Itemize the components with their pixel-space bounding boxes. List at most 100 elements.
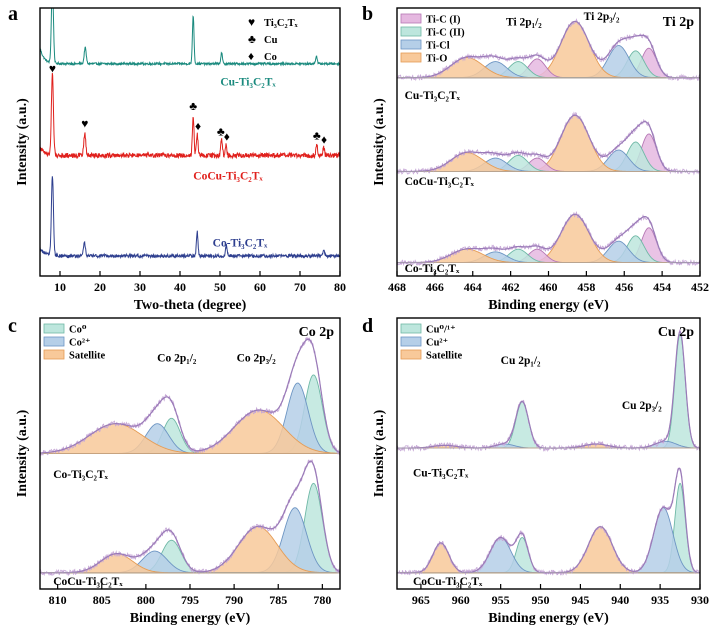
panel-c: c Co 2p 810 805 800 795 790 785 780 Binding energ… <box>8 315 341 626</box>
panel-label-b: b <box>362 3 373 25</box>
legend-label-d-1: Cu²⁺ <box>426 338 448 349</box>
legend-label-d-2: Satellite <box>426 351 462 362</box>
x-tick-label-c-6: 780 <box>313 593 331 607</box>
peak-marker-3: ♦ <box>195 119 201 133</box>
x-tick-label-a-0: 10 <box>54 280 66 294</box>
component-c-1-1 <box>40 507 340 574</box>
spectrum-label-c-1: CoCu-Ti₃C₂Tₓ <box>53 576 123 588</box>
y-axis-label-b: Intensity (a.u.) <box>372 98 387 186</box>
peak-marker-2: ♣ <box>189 99 197 113</box>
x-tick-label-d-6: 935 <box>651 593 669 607</box>
panel-title-d: Cu 2p <box>658 325 694 340</box>
x-tick-label-d-3: 950 <box>532 593 550 607</box>
x-tick-label-b-5: 458 <box>577 280 595 294</box>
legend-label-c-0: Co⁰ <box>69 325 87 336</box>
x-tick-label-d-5: 940 <box>611 593 629 607</box>
fit-envelope-c-1 <box>40 460 340 574</box>
x-tick-label-a-3: 40 <box>174 280 186 294</box>
x-tick-label-b-8: 452 <box>691 280 709 294</box>
spectrum-label-c-0: Co-Ti₃C₂Tₓ <box>53 469 108 481</box>
plot-area-b <box>397 18 700 267</box>
y-axis-label-a: Intensity (a.u.) <box>15 98 30 186</box>
spectrum-label-b-0: Cu-Ti₃C₂Tₓ <box>405 90 461 102</box>
x-axis-label-a: Two-theta (degree) <box>134 298 247 313</box>
x-tick-label-d-4: 945 <box>571 593 589 607</box>
panel-a: a 10 20 30 40 50 60 70 80 Two-theta (degree) Inten… <box>8 3 346 313</box>
legend-swatch-d-1 <box>400 336 422 347</box>
legend-swatch-b-1 <box>400 26 422 37</box>
axes-frame-a <box>39 7 341 277</box>
x-tick-label-a-4: 50 <box>214 280 226 294</box>
x-tick-label-b-0: 468 <box>388 280 406 294</box>
legend-symbol-2: ♦ <box>248 49 254 63</box>
panel-d: d Cu 2p 965 960 955 950 945 940 935 930 Binding en… <box>362 315 709 626</box>
legend-label-c-1: Co²⁺ <box>69 338 91 349</box>
legend-label-c-2: Satellite <box>69 351 105 362</box>
axes-frame-c <box>39 317 341 590</box>
series-line-2 <box>40 176 340 260</box>
peak-annotation-b-0: Ti 2p₁/₂ <box>506 16 542 28</box>
legend-swatch-c-0 <box>43 323 65 334</box>
peak-marker-7: ♦ <box>321 132 327 146</box>
x-tick-label-c-5: 785 <box>269 593 287 607</box>
peak-marker-5: ♦ <box>224 130 230 144</box>
peak-marker-1: ♥ <box>81 116 88 130</box>
legend-swatch-b-3 <box>400 52 422 63</box>
legend-label-b-3: Ti-O <box>426 54 447 65</box>
fit-envelope-c-0 <box>40 338 340 454</box>
x-tick-label-b-4: 460 <box>540 280 558 294</box>
plot-area-c <box>40 336 340 577</box>
x-tick-label-a-6: 70 <box>294 280 306 294</box>
plot-area-a <box>40 8 340 260</box>
x-axis-label-b: Binding energy (eV) <box>488 298 609 313</box>
x-tick-label-b-1: 466 <box>426 280 444 294</box>
peak-marker-6: ♣ <box>313 128 321 142</box>
fit-envelope-d-0 <box>397 330 700 449</box>
legend-swatch-d-2 <box>400 349 422 360</box>
series-line-1 <box>40 72 340 160</box>
peak-annotation-d-0: Cu 2p₁/₂ <box>501 355 541 367</box>
legend-swatch-b-2 <box>400 39 422 50</box>
legend-swatch-d-0 <box>400 323 422 334</box>
x-tick-label-a-1: 20 <box>94 280 106 294</box>
legend-swatch-c-2 <box>43 349 65 360</box>
panel-title-c: Co 2p <box>299 325 335 340</box>
panel-b: b Ti 2p 468 466 464 462 460 458 456 454 452 Binding… <box>362 3 709 313</box>
series-label-2: Co-Ti₃C₂Tₓ <box>213 238 268 250</box>
legend-label-0: Ti₃C₂Tₓ <box>264 18 299 29</box>
legend-label-1: Cu <box>264 35 278 46</box>
x-tick-label-b-2: 464 <box>464 280 482 294</box>
plot-area-d <box>397 328 700 576</box>
spectrum-label-d-1: CoCu-Ti₃C₂Tₓ <box>413 576 483 588</box>
series-line-0 <box>40 8 340 67</box>
legend-symbol-0: ♥ <box>248 15 255 29</box>
panel-label-d: d <box>362 315 373 337</box>
series-label-0: Cu-Ti₃C₂Tₓ <box>220 77 276 89</box>
peak-annotation-b-1: Ti 2p₃/₂ <box>584 11 620 23</box>
x-tick-label-d-2: 955 <box>492 593 510 607</box>
y-axis-label-c: Intensity (a.u.) <box>15 409 30 497</box>
y-axis-label-d: Intensity (a.u.) <box>372 409 387 497</box>
x-axis-label-c: Binding energy (eV) <box>130 611 251 626</box>
x-tick-label-c-3: 795 <box>181 593 199 607</box>
spectrum-label-b-1: CoCu-Ti₃C₂Tₓ <box>405 176 475 188</box>
peak-marker-4: ♣ <box>217 124 225 138</box>
x-tick-label-a-5: 60 <box>254 280 266 294</box>
legend-swatch-b-0 <box>400 13 422 24</box>
x-tick-label-d-7: 930 <box>691 593 709 607</box>
fit-envelope-b-2 <box>397 213 700 264</box>
panel-title-b: Ti 2p <box>663 15 694 30</box>
legend-label-d-0: Cu⁰/¹⁺ <box>426 325 456 336</box>
x-tick-label-c-0: 810 <box>49 593 67 607</box>
axes-frame-d <box>396 317 701 590</box>
x-tick-label-c-2: 800 <box>137 593 155 607</box>
x-tick-label-b-7: 454 <box>653 280 671 294</box>
peak-annotation-c-1: Co 2p₃/₂ <box>237 352 277 364</box>
fit-envelope-b-1 <box>397 114 700 173</box>
x-tick-label-d-1: 960 <box>452 593 470 607</box>
x-tick-label-b-3: 462 <box>502 280 520 294</box>
legend-symbol-1: ♣ <box>248 32 256 46</box>
axes-frame-b <box>396 7 701 277</box>
fit-envelope-b-0 <box>397 20 700 79</box>
x-axis-label-d: Binding energy (eV) <box>488 611 609 626</box>
